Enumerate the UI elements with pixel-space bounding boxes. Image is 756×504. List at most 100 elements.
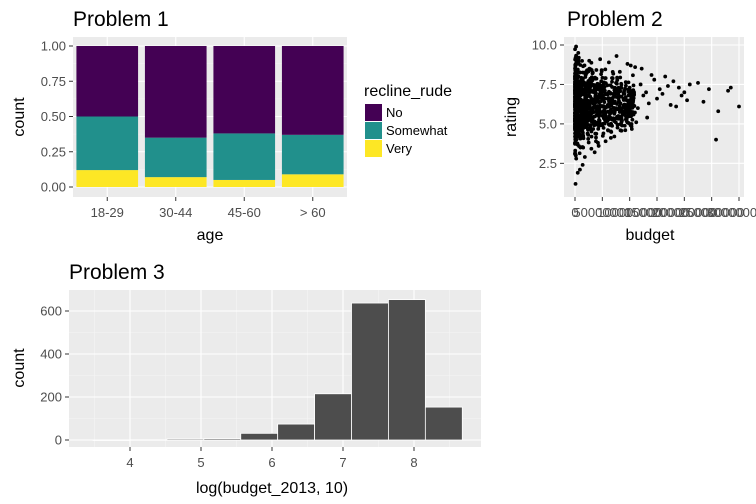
p2-point: [623, 95, 628, 100]
p3-x-tick-label: 8: [410, 455, 417, 470]
p2-point: [588, 123, 593, 127]
p2-point: [630, 117, 635, 122]
p2-point: [631, 83, 636, 88]
p2-point: [599, 79, 604, 84]
p2-point: [728, 85, 733, 90]
p2-point: [716, 109, 721, 114]
p2-x-tick-label: 200000000: [652, 205, 717, 220]
p2-point: [623, 80, 628, 85]
p2-point: [613, 99, 617, 104]
p2-point: [687, 82, 692, 87]
p2-point: [622, 91, 627, 96]
p2-point: [594, 135, 598, 140]
p2-point: [577, 131, 581, 136]
p2-point: [615, 122, 620, 127]
p1-bar-segment-very: [144, 177, 207, 187]
p2-point: [608, 83, 613, 88]
p2-point: [589, 68, 594, 73]
p2-point: [580, 58, 584, 63]
p2-point: [634, 120, 639, 125]
p2-point: [685, 98, 689, 103]
p3-histogram-bar: [424, 406, 463, 441]
p2-point: [600, 96, 605, 101]
p1-y-tick-label: 1.00: [41, 39, 66, 54]
p2-point: [588, 79, 593, 84]
p2-y-tick-label: 7.5: [539, 77, 557, 92]
p2-point: [701, 99, 706, 104]
p2-point: [595, 81, 600, 86]
p2-y-tick-label: 10.0: [532, 38, 557, 53]
p3-histogram-bar: [277, 423, 315, 441]
p3-x-axis-title: log(budget_2013, 10): [196, 480, 348, 497]
p2-point: [592, 150, 597, 155]
p2-point: [655, 96, 659, 101]
p3-histogram-bar: [240, 432, 279, 441]
p2-point: [573, 181, 578, 186]
p2-x-tick-label: 0: [571, 205, 578, 220]
p2-point: [574, 121, 579, 126]
p2-point: [600, 113, 605, 118]
p2-point: [615, 125, 620, 130]
p2-point: [619, 82, 624, 87]
p2-x-axis-title: budget: [626, 227, 675, 244]
p1-y-tick-label: 0.50: [41, 109, 66, 124]
p2-point: [584, 125, 588, 129]
p2-point: [574, 76, 578, 81]
p1-legend-label: No: [386, 105, 403, 120]
p2-point: [657, 87, 662, 92]
p2-point: [596, 94, 601, 99]
p2-point: [596, 144, 601, 148]
p1-y-axis-title: count: [11, 97, 28, 137]
p1-y-tick-label: 0.75: [41, 74, 66, 89]
p2-y-axis-title: rating: [503, 97, 520, 137]
p3-y-axis-title: count: [11, 348, 28, 388]
p1-legend: recline_rude No Somewhat Very: [364, 83, 452, 157]
p1-bar-segment-no: [144, 46, 207, 138]
p3-histogram-bar: [129, 439, 168, 441]
problem-3-chart: Problem 3 0 200 400 600 4 5 6 7 8 log(budget_20…: [11, 261, 481, 497]
p2-point: [581, 87, 586, 92]
p2-point: [671, 79, 676, 84]
p2-point: [608, 135, 613, 140]
p2-point: [583, 95, 588, 100]
p2-point: [616, 96, 621, 101]
p2-point: [578, 70, 582, 75]
p2-point: [616, 116, 621, 121]
p1-bar-segment-somewhat: [213, 133, 276, 180]
p2-point: [616, 85, 621, 90]
p2-point: [601, 121, 606, 126]
p2-point: [631, 88, 636, 92]
p2-point: [586, 127, 590, 132]
p2-point: [597, 108, 602, 112]
p1-bar-segment-no: [213, 46, 276, 134]
p2-point: [625, 98, 629, 103]
p2-point: [577, 151, 582, 156]
p2-point: [593, 100, 598, 105]
p2-point: [603, 115, 608, 120]
p2-point: [581, 64, 585, 69]
p2-point: [614, 54, 619, 58]
p2-point: [624, 107, 628, 112]
p2-point: [596, 140, 600, 145]
p2-point: [582, 155, 587, 159]
p2-point: [580, 133, 585, 137]
p2-point: [602, 85, 607, 89]
p2-point: [629, 105, 633, 110]
p2-point: [605, 118, 610, 123]
p2-point: [620, 123, 624, 128]
p2-point: [629, 110, 633, 114]
p2-point: [696, 80, 700, 85]
p2-point: [587, 58, 592, 63]
p2-point: [575, 111, 580, 115]
p2-point: [589, 146, 594, 151]
p2-point: [573, 71, 578, 75]
p2-point: [605, 83, 610, 88]
p2-point: [576, 116, 581, 121]
p2-point: [573, 57, 578, 62]
p2-point: [620, 112, 625, 117]
p2-point: [573, 85, 578, 90]
p2-point: [600, 104, 604, 109]
p2-point: [608, 110, 613, 115]
p2-point: [586, 93, 591, 98]
